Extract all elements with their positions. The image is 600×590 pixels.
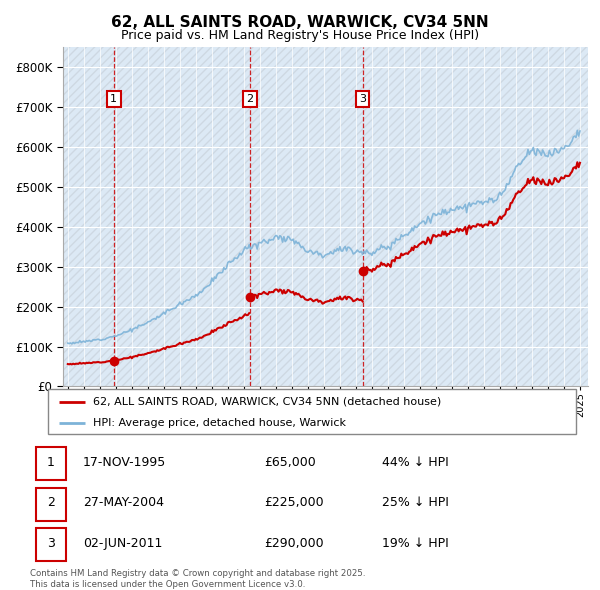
Text: HPI: Average price, detached house, Warwick: HPI: Average price, detached house, Warw…	[93, 418, 346, 428]
Text: £290,000: £290,000	[265, 537, 324, 550]
Bar	[63, 47, 588, 386]
Text: 17-NOV-1995: 17-NOV-1995	[83, 456, 166, 469]
Text: Contains HM Land Registry data © Crown copyright and database right 2025.
This d: Contains HM Land Registry data © Crown c…	[30, 569, 365, 589]
Text: 19% ↓ HPI: 19% ↓ HPI	[382, 537, 448, 550]
Text: 2: 2	[247, 94, 253, 104]
Text: 3: 3	[359, 94, 366, 104]
Text: 27-MAY-2004: 27-MAY-2004	[83, 496, 164, 510]
FancyBboxPatch shape	[35, 529, 66, 561]
Text: 02-JUN-2011: 02-JUN-2011	[83, 537, 163, 550]
Text: 1: 1	[47, 456, 55, 469]
Text: 62, ALL SAINTS ROAD, WARWICK, CV34 5NN (detached house): 62, ALL SAINTS ROAD, WARWICK, CV34 5NN (…	[93, 397, 441, 407]
Text: £225,000: £225,000	[265, 496, 324, 510]
Text: 25% ↓ HPI: 25% ↓ HPI	[382, 496, 448, 510]
Text: 3: 3	[47, 537, 55, 550]
Text: £65,000: £65,000	[265, 456, 316, 469]
FancyBboxPatch shape	[35, 488, 66, 521]
FancyBboxPatch shape	[48, 389, 576, 434]
Text: 62, ALL SAINTS ROAD, WARWICK, CV34 5NN: 62, ALL SAINTS ROAD, WARWICK, CV34 5NN	[111, 15, 489, 30]
Text: 2: 2	[47, 496, 55, 510]
FancyBboxPatch shape	[35, 447, 66, 480]
Text: 1: 1	[110, 94, 118, 104]
Text: Price paid vs. HM Land Registry's House Price Index (HPI): Price paid vs. HM Land Registry's House …	[121, 30, 479, 42]
Text: 44% ↓ HPI: 44% ↓ HPI	[382, 456, 448, 469]
